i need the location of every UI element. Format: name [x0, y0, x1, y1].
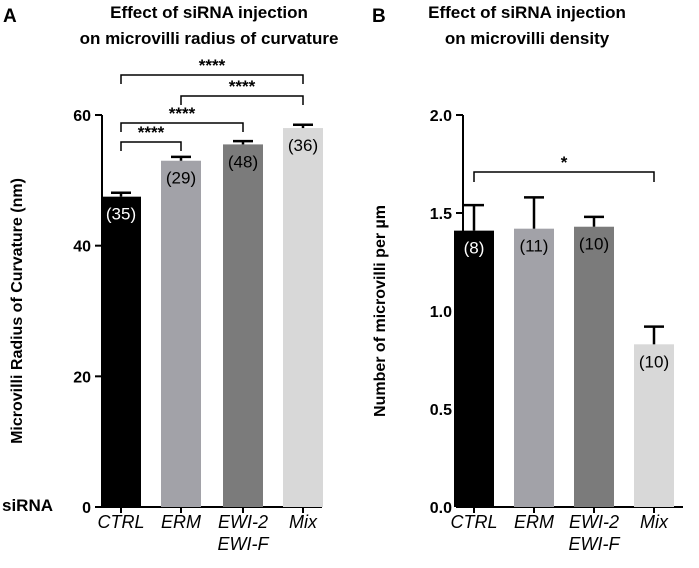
category-label: ERM: [161, 512, 201, 532]
n-label: (11): [520, 237, 549, 256]
category-label: CTRL: [450, 512, 497, 532]
chart-title-line-1: Effect of siRNA injection: [110, 3, 308, 22]
significance-bracket: [120, 74, 304, 84]
chart-title-line-2: on microvilli density: [445, 29, 610, 48]
category-label: EWI-2: [218, 512, 268, 532]
panel-label-b: B: [372, 6, 386, 27]
category-label: EWI-2: [569, 512, 619, 532]
chart-title-line-1: Effect of siRNA injection: [428, 3, 626, 22]
bar-ctrl: [101, 196, 141, 507]
significance-bracket: [473, 171, 655, 182]
y-tick-label: 60: [73, 108, 91, 125]
chart-b: Effect of siRNA injection on microvilli d…: [372, 3, 683, 554]
significance-label: ****: [199, 56, 226, 75]
category-label: Mix: [640, 512, 669, 532]
significance-label: ****: [138, 123, 165, 142]
category-label: CTRL: [97, 512, 144, 532]
y-tick-label: 2.0: [430, 108, 452, 125]
significance-bracket: [180, 95, 304, 105]
significance-bracket: [120, 122, 244, 132]
n-label: (29): [166, 169, 196, 188]
bar-ewi-2: [574, 226, 614, 507]
bar-mix: [283, 128, 323, 508]
bar-erm: [161, 160, 201, 507]
significance-label: ****: [229, 77, 256, 96]
significance-label: ****: [169, 104, 196, 123]
y-axis-label: Number of microvilli per µm: [372, 205, 389, 417]
x-row-label: siRNA: [2, 496, 53, 515]
category-label: Mix: [289, 512, 318, 532]
category-sublabel: EWI-F: [218, 534, 270, 554]
bar-mix: [634, 344, 674, 507]
n-label: (8): [464, 239, 485, 258]
y-tick-label: 0.5: [430, 402, 452, 419]
n-label: (10): [579, 235, 609, 254]
y-axis-label: Microvilli Radius of Curvature (nm): [9, 178, 26, 444]
bar-ctrl: [454, 230, 494, 507]
category-sublabel: EWI-F: [569, 534, 621, 554]
n-label: (48): [228, 152, 258, 171]
significance-label: *: [561, 153, 568, 172]
n-label: (36): [288, 136, 318, 155]
chart-title-line-2: on microvilli radius of curvature: [80, 29, 339, 48]
y-tick-label: 1.5: [430, 206, 452, 223]
panel-label-a: A: [3, 6, 17, 27]
bar-ewi-2: [223, 144, 263, 507]
bar-erm: [514, 228, 554, 507]
y-tick-label: 40: [73, 239, 91, 256]
category-label: ERM: [514, 512, 554, 532]
y-tick-label: 0: [82, 500, 91, 517]
chart-a: Effect of siRNA injection on microvilli r…: [9, 3, 338, 554]
n-label: (10): [639, 352, 669, 371]
significance-bracket: [120, 141, 182, 151]
y-tick-label: 1.0: [430, 304, 452, 321]
n-label: (35): [106, 205, 136, 224]
y-tick-label: 0.0: [430, 500, 452, 517]
y-tick-label: 20: [73, 369, 91, 386]
